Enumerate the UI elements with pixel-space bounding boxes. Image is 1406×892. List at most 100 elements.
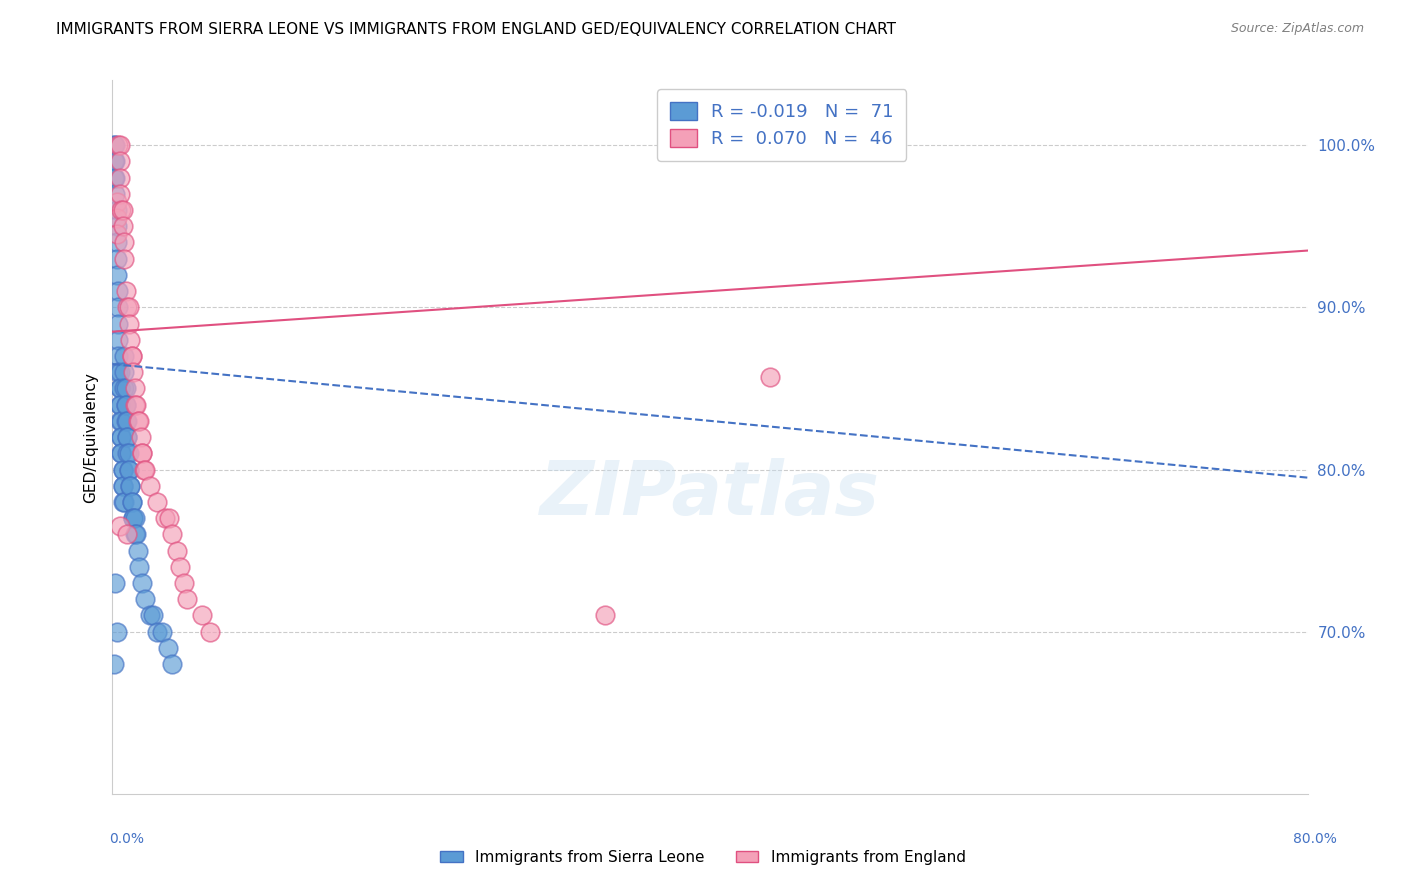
Point xyxy=(139,608,162,623)
Point xyxy=(759,370,782,384)
Point xyxy=(111,479,134,493)
Point xyxy=(162,657,183,672)
Point xyxy=(129,430,152,444)
Point xyxy=(107,138,129,153)
Point xyxy=(114,381,135,395)
Point xyxy=(104,576,127,591)
Point xyxy=(111,479,134,493)
Point xyxy=(111,462,134,476)
Point xyxy=(117,430,139,444)
Point xyxy=(166,543,188,558)
Point xyxy=(105,211,128,226)
Point xyxy=(115,414,138,428)
Point xyxy=(114,235,135,250)
Point xyxy=(122,511,145,525)
Point xyxy=(139,479,162,493)
Point xyxy=(128,414,150,428)
Point xyxy=(105,235,128,250)
Point xyxy=(120,479,142,493)
Point xyxy=(108,519,131,533)
Point xyxy=(122,365,145,379)
Point xyxy=(108,154,131,169)
Point xyxy=(117,527,139,541)
Point xyxy=(128,559,150,574)
Point xyxy=(108,414,131,428)
Text: 0.0%: 0.0% xyxy=(110,832,143,846)
Point xyxy=(107,284,129,298)
Legend: Immigrants from Sierra Leone, Immigrants from England: Immigrants from Sierra Leone, Immigrants… xyxy=(434,844,972,871)
Point xyxy=(107,301,129,315)
Point xyxy=(146,495,169,509)
Point xyxy=(115,398,138,412)
Point xyxy=(111,219,134,234)
Point xyxy=(146,624,169,639)
Point xyxy=(117,446,139,460)
Point xyxy=(127,543,149,558)
Point xyxy=(122,511,145,525)
Point xyxy=(107,365,129,379)
Point xyxy=(114,495,135,509)
Legend: R = -0.019   N =  71, R =  0.070   N =  46: R = -0.019 N = 71, R = 0.070 N = 46 xyxy=(657,89,907,161)
Point xyxy=(127,414,149,428)
Point xyxy=(111,202,134,217)
Point xyxy=(105,202,128,217)
Point xyxy=(121,495,143,509)
Point xyxy=(104,170,127,185)
Point xyxy=(121,349,143,363)
Point xyxy=(131,446,153,460)
Point xyxy=(108,398,131,412)
Point xyxy=(108,365,131,379)
Point xyxy=(115,284,138,298)
Point xyxy=(191,608,214,623)
Point xyxy=(105,268,128,282)
Point xyxy=(595,608,617,623)
Text: Source: ZipAtlas.com: Source: ZipAtlas.com xyxy=(1230,22,1364,36)
Point xyxy=(162,527,183,541)
Text: ZIPatlas: ZIPatlas xyxy=(540,458,880,531)
Point xyxy=(103,170,125,185)
Point xyxy=(134,592,156,607)
Point xyxy=(125,398,148,412)
Point xyxy=(103,657,125,672)
Point xyxy=(104,186,127,201)
Text: 80.0%: 80.0% xyxy=(1292,832,1337,846)
Point xyxy=(124,381,146,395)
Point xyxy=(173,576,195,591)
Point xyxy=(150,624,173,639)
Point xyxy=(111,495,134,509)
Point xyxy=(125,527,148,541)
Point xyxy=(110,202,132,217)
Point xyxy=(114,365,135,379)
Point xyxy=(118,462,141,476)
Point xyxy=(108,186,131,201)
Point xyxy=(134,462,156,476)
Text: IMMIGRANTS FROM SIERRA LEONE VS IMMIGRANTS FROM ENGLAND GED/EQUIVALENCY CORRELAT: IMMIGRANTS FROM SIERRA LEONE VS IMMIGRAN… xyxy=(56,22,896,37)
Point xyxy=(120,333,142,347)
Y-axis label: GED/Equivalency: GED/Equivalency xyxy=(83,372,98,502)
Point xyxy=(111,462,134,476)
Point xyxy=(131,446,153,460)
Point xyxy=(114,349,135,363)
Point xyxy=(198,624,221,639)
Point xyxy=(142,608,165,623)
Point xyxy=(108,138,131,153)
Point xyxy=(118,317,141,331)
Point xyxy=(103,154,125,169)
Point xyxy=(107,349,129,363)
Point xyxy=(105,194,128,209)
Point xyxy=(131,576,153,591)
Point xyxy=(105,219,128,234)
Point xyxy=(104,138,127,153)
Point xyxy=(103,138,125,153)
Point xyxy=(110,414,132,428)
Point xyxy=(110,446,132,460)
Point xyxy=(107,333,129,347)
Point xyxy=(114,252,135,266)
Point xyxy=(108,170,131,185)
Point xyxy=(110,446,132,460)
Point xyxy=(124,527,146,541)
Point xyxy=(176,592,198,607)
Point xyxy=(157,511,180,525)
Point xyxy=(121,495,143,509)
Point xyxy=(108,398,131,412)
